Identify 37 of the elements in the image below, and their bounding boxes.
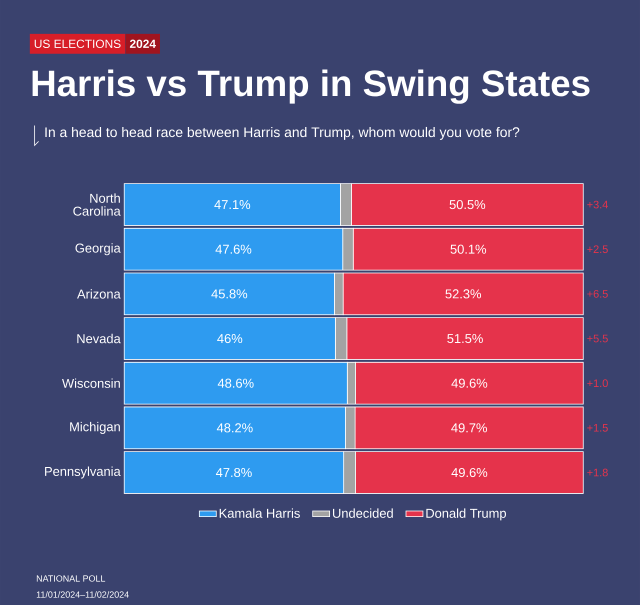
data-label: 50.1%: [450, 244, 486, 254]
text: +3.4: [587, 200, 608, 208]
y-tick-label: Arizona: [77, 288, 121, 298]
data-label: 47.8%: [216, 468, 252, 477]
legend-label: Donald Trump: [426, 508, 506, 520]
y-tick-label: Michigan: [70, 422, 120, 434]
text: +5.5: [587, 334, 608, 342]
chart-title: Harris vs Trump in Swing States: [32, 69, 590, 104]
legend-label: Undecided: [333, 508, 393, 518]
y-tick-label: Georgia: [76, 243, 121, 256]
data-label: 46%: [217, 334, 242, 343]
text: 11/01/2024–11/02/2024: [36, 590, 129, 598]
y-tick-label: Wisconsin: [62, 378, 120, 388]
data-label: 48.6%: [218, 378, 254, 388]
chart-subtitle: In a head to head race between Harris and Trump, whom would you vote for?: [45, 126, 520, 140]
text: +2.5: [587, 245, 608, 253]
data-label: 45.8%: [211, 289, 248, 298]
legend-label: Kamala Harris: [220, 508, 300, 518]
data-label: 49.6%: [451, 378, 488, 388]
y-tick-label: North Carolina: [73, 193, 121, 216]
data-label: 51.5%: [447, 334, 483, 343]
text: 2024: [130, 39, 156, 48]
data-label: 47.6%: [215, 244, 252, 254]
data-label: 47.1%: [214, 200, 250, 209]
data-label: 49.6%: [451, 468, 488, 477]
text: +1.8: [587, 468, 608, 476]
data-label: 50.5%: [450, 200, 486, 209]
data-label: 52.3%: [445, 289, 482, 298]
text: +6.5: [587, 290, 608, 298]
data-label: 48.2%: [216, 423, 253, 432]
text: +1.0: [587, 379, 608, 387]
text: US ELECTIONS: [34, 39, 121, 48]
data-label: 49.7%: [451, 423, 488, 432]
text: +1.5: [587, 424, 608, 432]
text: NATIONAL POLL: [36, 575, 106, 582]
y-tick-label: Nevada: [77, 334, 121, 344]
y-tick-label: Pennsylvania: [45, 466, 121, 478]
